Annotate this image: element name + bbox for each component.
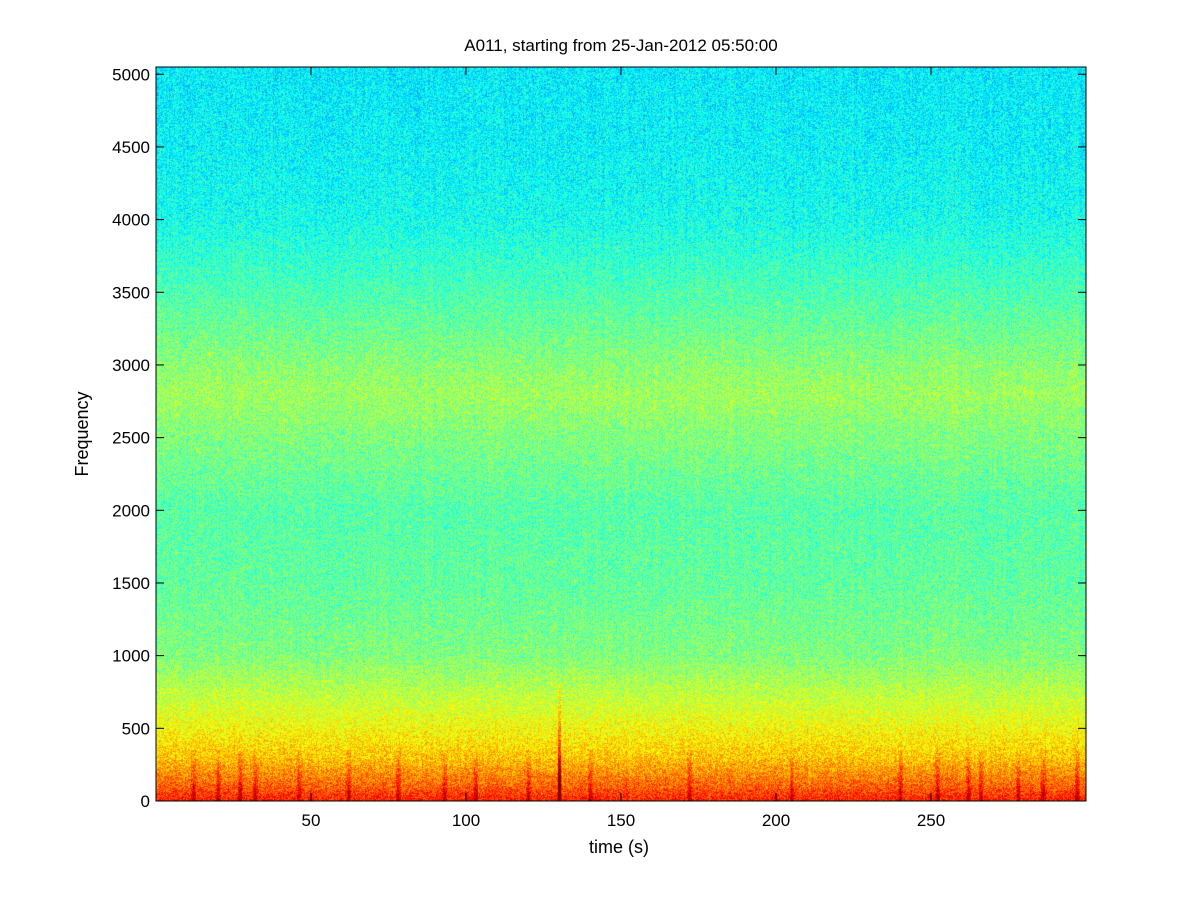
y-tick-label: 2500 [112,429,150,448]
y-tick-label: 0 [141,792,150,811]
y-tick-label: 1000 [112,647,150,666]
y-axis-label: Frequency [72,391,92,476]
chart-title: A011, starting from 25-Jan-2012 05:50:00 [464,36,777,55]
y-tick-label: 2000 [112,501,150,520]
x-tick-label: 100 [452,811,480,830]
plot-frame [155,66,1087,802]
y-tick-label: 500 [122,719,150,738]
x-axis-label: time (s) [589,837,649,857]
x-axis: 50 100 150 200 250 [302,67,945,830]
y-tick-label: 3500 [112,283,150,302]
y-tick-label: 3000 [112,356,150,375]
spectrogram-image [156,67,1086,801]
y-tick-label: 1500 [112,574,150,593]
x-tick-label: 150 [607,811,635,830]
x-tick-label: 250 [917,811,945,830]
x-tick-label: 50 [302,811,321,830]
y-axis: 0 500 1000 1500 2000 2500 3000 3500 4000 4500 5000 [112,65,1086,811]
x-tick-label: 200 [762,811,790,830]
y-tick-label: 4500 [112,138,150,157]
y-tick-label: 5000 [112,65,150,84]
y-tick-label: 4000 [112,211,150,230]
